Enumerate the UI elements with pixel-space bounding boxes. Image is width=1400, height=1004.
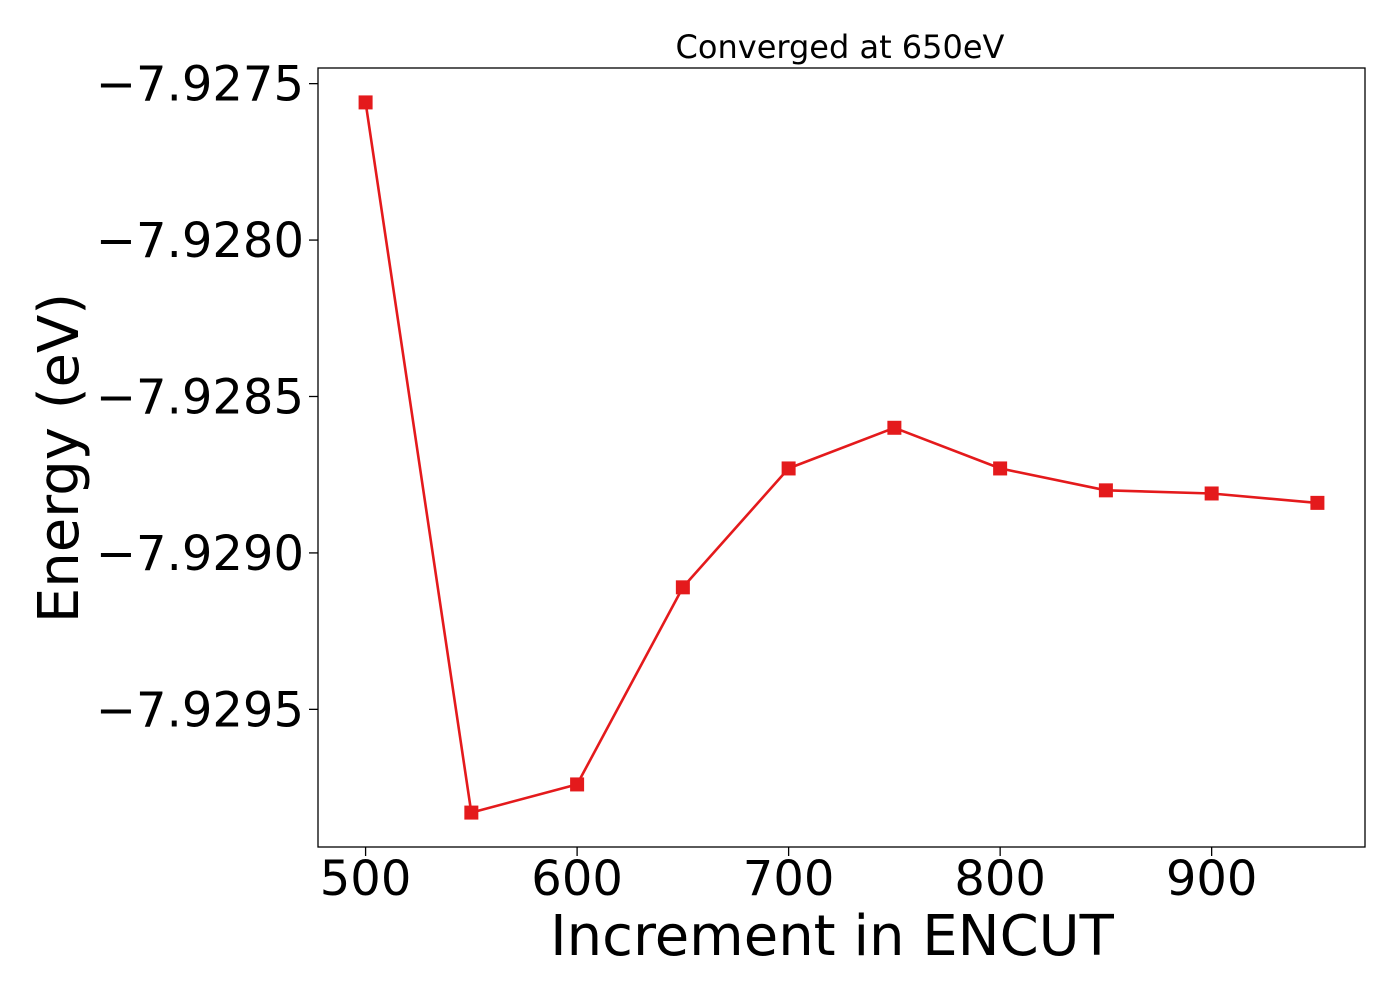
data-point-marker	[358, 95, 373, 110]
plot-area	[358, 95, 1325, 820]
y-axis-label: Energy (eV)	[27, 293, 92, 623]
data-point-marker	[887, 420, 902, 435]
data-point-marker	[570, 777, 585, 792]
data-point-marker	[464, 805, 479, 820]
x-tick-label: 700	[743, 851, 835, 907]
x-tick-label: 600	[531, 851, 623, 907]
data-point-marker	[675, 580, 690, 595]
y-tick-label: −7.9290	[96, 526, 304, 582]
x-tick-label: 500	[320, 851, 412, 907]
x-tick-label: 900	[1166, 851, 1258, 907]
plot-frame	[317, 67, 1366, 848]
y-tick-label: −7.9295	[96, 682, 304, 738]
y-tick-label: −7.9285	[96, 369, 304, 425]
chart-title: Converged at 650eV	[676, 28, 1005, 66]
x-tick-label: 800	[954, 851, 1046, 907]
series-line	[364, 102, 1318, 814]
data-point-marker	[993, 461, 1008, 476]
data-point-marker	[1098, 483, 1113, 498]
data-point-marker	[781, 461, 796, 476]
y-tick-label: −7.9275	[96, 57, 304, 113]
data-point-marker	[1310, 495, 1325, 510]
y-tick-label: −7.9280	[96, 213, 304, 269]
data-point-marker	[1204, 486, 1219, 501]
x-axis-label: Increment in ENCUT	[550, 904, 1115, 969]
